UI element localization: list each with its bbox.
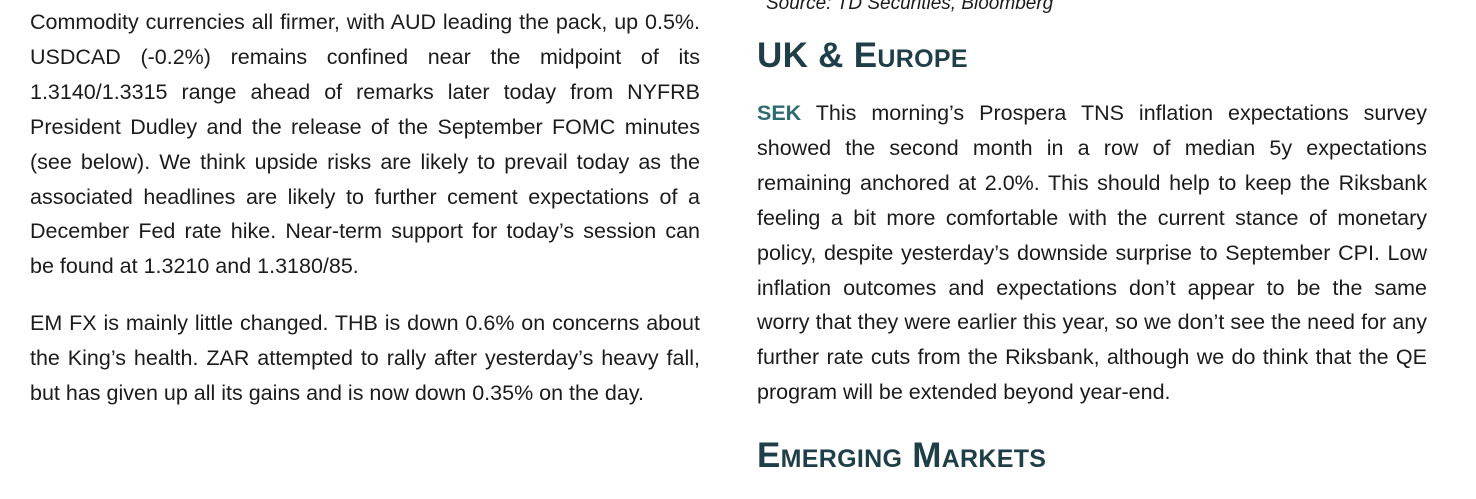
em-fx-paragraph: EM FX is mainly little changed. THB is d… — [30, 311, 700, 406]
left-column: Commodity currencies all firmer, with AU… — [30, 5, 700, 411]
sek-paragraph-text: This morning’s Prospera TNS inflation ex… — [757, 101, 1427, 405]
uk-europe-heading: UK & Europe — [757, 36, 968, 75]
commodity-currencies-paragraph: Commodity currencies all firmer, with AU… — [30, 10, 700, 279]
source-note: Source: TD Securities, Bloomberg — [766, 0, 1054, 14]
sek-paragraph: SEK This morning’s Prospera TNS inflatio… — [757, 96, 1427, 410]
right-column: Source: TD Securities, Bloomberg UK & Eu… — [757, 0, 1427, 476]
emerging-markets-heading: Emerging Markets — [757, 436, 1047, 476]
sek-tag: SEK — [757, 101, 802, 125]
